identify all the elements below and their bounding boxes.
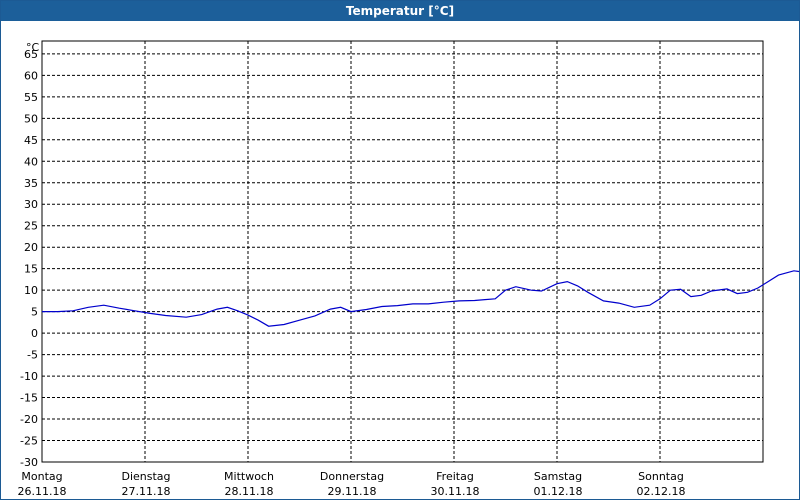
x-tick-date-label: 30.11.18 — [431, 485, 480, 498]
y-tick-label: -10 — [20, 370, 38, 383]
x-tick-date-label: 29.11.18 — [328, 485, 377, 498]
y-tick-label: -30 — [20, 456, 38, 469]
y-tick-label: -5 — [27, 349, 38, 362]
y-tick-label: 0 — [31, 327, 38, 340]
y-tick-label: -20 — [20, 413, 38, 426]
x-tick-day-label: Samstag — [534, 470, 582, 483]
y-tick-label: 5 — [31, 306, 38, 319]
x-tick-date-label: 28.11.18 — [225, 485, 274, 498]
x-tick-day-label: Montag — [21, 470, 62, 483]
x-tick-date-label: 26.11.18 — [18, 485, 67, 498]
x-axis-tick-labels: Montag 26.11.18 Dienstag 27.11.18 Mittwoch 28… — [18, 470, 686, 498]
y-tick-label: -25 — [20, 435, 38, 448]
y-tick-label: -15 — [20, 392, 38, 405]
y-tick-label: 35 — [24, 177, 38, 190]
y-axis-tick-labels: 65605550454035302520151050-5-10-15-20-25… — [20, 48, 38, 469]
y-axis-unit-label: °C — [26, 41, 40, 54]
x-tick-day-label: Mittwoch — [224, 470, 274, 483]
y-tick-label: 10 — [24, 284, 38, 297]
y-tick-label: 15 — [24, 263, 38, 276]
plot-area-border — [41, 40, 764, 463]
y-tick-label: 65 — [24, 48, 38, 61]
horizontal-gridlines — [42, 53, 763, 442]
y-tick-label: 20 — [24, 241, 38, 254]
x-tick-date-label: 27.11.18 — [122, 485, 171, 498]
x-tick-day-label: Dienstag — [121, 470, 170, 483]
x-tick-date-label: 02.12.18 — [637, 485, 686, 498]
y-tick-label: 55 — [24, 91, 38, 104]
y-tick-label: 50 — [24, 112, 38, 125]
y-tick-label: 30 — [24, 198, 38, 211]
x-tick-date-label: 01.12.18 — [534, 485, 583, 498]
y-tick-label: 25 — [24, 220, 38, 233]
y-tick-label: 45 — [24, 134, 38, 147]
y-tick-label: 40 — [24, 155, 38, 168]
y-tick-label: 60 — [24, 69, 38, 82]
temperature-line — [42, 270, 799, 327]
chart-title: Temperatur [°C] — [1, 1, 799, 21]
x-tick-day-label: Sonntag — [638, 470, 684, 483]
x-tick-day-label: Donnerstag — [320, 470, 384, 483]
vertical-gridlines — [144, 41, 661, 462]
x-tick-day-label: Freitag — [436, 470, 474, 483]
